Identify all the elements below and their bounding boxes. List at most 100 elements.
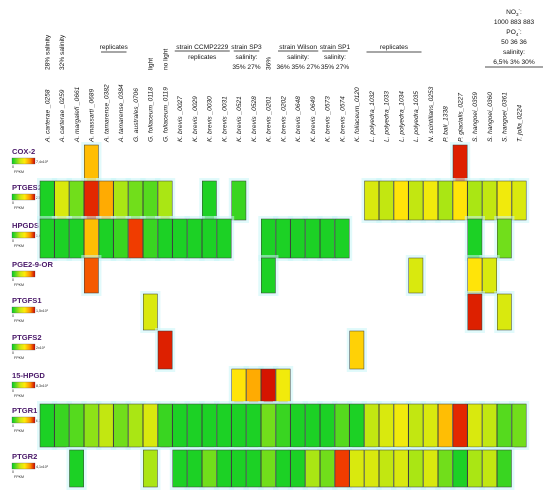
fpkm-scale-bar	[11, 193, 36, 201]
heatmap-cell	[98, 218, 114, 259]
heatmap-cell	[84, 257, 99, 294]
fpkm-scale-bar	[11, 306, 36, 314]
heatmap-cell	[290, 449, 306, 488]
row-label: PTGFS2	[12, 333, 42, 342]
heatmap-cell	[305, 403, 320, 448]
column-label: K. brevis _0649	[310, 96, 317, 142]
heatmap-cell	[275, 368, 291, 403]
heatmap-cell	[452, 144, 468, 183]
column-label: S. hangoei_0359	[472, 92, 479, 142]
heatmap-cell	[497, 218, 512, 259]
heatmap-row: PTGR106,3x10³FPKM	[11, 401, 530, 450]
heatmap-cell	[320, 218, 335, 259]
column-label: A. margalefi _0661	[74, 86, 81, 143]
heatmap-cell	[275, 449, 291, 488]
fpkm-scale-min: 0	[12, 165, 14, 169]
heatmap-cell	[349, 330, 365, 370]
column-label: K. brevis _0574	[339, 96, 346, 142]
heatmap-cell	[497, 293, 512, 331]
fpkm-scale-max: 7,4x10²	[36, 160, 49, 164]
column-label: A. massarti _0689	[89, 89, 96, 143]
heatmap-cell	[172, 218, 188, 259]
heatmap-cell	[482, 403, 497, 448]
heatmap-cell	[452, 449, 468, 488]
column-labels: A. carterae _0258 A. carterae _0259 A. mar…	[44, 84, 523, 143]
heatmap-cell	[187, 218, 202, 259]
heatmap-cell	[467, 257, 483, 294]
fpkm-scale-bar	[11, 343, 36, 351]
heatmap-cell	[69, 403, 84, 448]
heatmap-cell	[54, 403, 70, 448]
heatmap-cell	[261, 368, 276, 403]
column-label: G. australes_0706	[133, 88, 140, 142]
heatmap-cell	[364, 180, 379, 221]
heatmap-row: HPGDS01,6x10³FPKM	[11, 216, 515, 261]
fpkm-scale-min: 0	[12, 424, 14, 428]
fpkm-scale-max: 2x10¹	[36, 346, 46, 350]
nutrient-no3-values: 1000 883 883	[494, 19, 535, 26]
nutrient-po4-values: 50 36 36	[501, 39, 527, 46]
column-label: K. brevis _0029	[192, 96, 199, 142]
column-label: K. brevis _0030	[207, 96, 214, 142]
heatmap-cell	[393, 403, 409, 448]
heatmap-cell	[261, 218, 276, 259]
group-label-rotated: 32% salinity	[59, 34, 66, 70]
column-label: K. brevis _0573	[325, 96, 332, 142]
heatmap-cell	[113, 180, 129, 221]
heatmap-cell	[482, 257, 497, 294]
heatmap-cell	[261, 403, 276, 448]
fpkm-scale-unit: FPKM	[14, 429, 24, 433]
heatmap-cell	[482, 180, 497, 221]
column-label: S. hangoei_0361	[502, 92, 509, 142]
heatmap-cell	[143, 218, 158, 259]
heatmap-cell	[69, 449, 84, 488]
column-label: A. carterae _0258	[44, 89, 51, 143]
heatmap-cell	[497, 449, 512, 488]
heatmap-cell	[157, 180, 173, 221]
heatmap-cell	[216, 449, 232, 488]
heatmap-row: PTGES2023,5x10²FPKM	[11, 178, 530, 223]
row-label: PTGES2	[12, 183, 42, 192]
heatmap-cell	[261, 449, 276, 488]
heatmap-cell	[438, 403, 453, 448]
fpkm-scale-bar	[11, 416, 36, 424]
group-label: strain CCMP2229	[176, 44, 228, 51]
heatmap-cell	[438, 180, 453, 221]
heatmap-cell	[246, 449, 261, 488]
nutrient-salinity-label: salinity:	[503, 49, 525, 56]
fpkm-scale-max: 4,1x10²	[36, 465, 49, 469]
heatmap-cell	[423, 180, 438, 221]
heatmap-cell	[231, 449, 247, 488]
row-label: PTGFS1	[12, 296, 42, 305]
fpkm-scale-unit: FPKM	[14, 170, 24, 174]
heatmap-cell	[438, 449, 453, 488]
fpkm-scale-bar	[11, 462, 36, 470]
column-label: L. polyedra_1034	[398, 91, 405, 142]
column-label: L. polyedra_1032	[369, 91, 376, 142]
heatmap-cell	[467, 218, 483, 259]
heatmap-row: PTGFS2 0 2x10¹ FPKM	[11, 328, 367, 372]
row-label: COX-2	[12, 147, 35, 156]
heatmap-cell	[497, 403, 512, 448]
group-label: salinity:	[324, 54, 346, 61]
group-label: replicates	[188, 54, 217, 61]
column-label: S. hangoei_0360	[487, 92, 494, 142]
column-groups: 28% salinity 32% salinity replicates light n…	[44, 34, 422, 71]
heatmap-cell	[467, 180, 483, 221]
heatmap-cell	[305, 449, 320, 488]
fpkm-scale-min: 0	[12, 314, 14, 318]
heatmap-cell	[423, 449, 438, 488]
fpkm-scale-min: 0	[12, 278, 14, 282]
heatmap-cell	[364, 449, 379, 488]
nutrient-no3-label: NO3-:	[506, 7, 522, 17]
fpkm-scale-bar	[11, 270, 36, 278]
heatmap-row: COX-2 0 7,4x10² FPKM	[11, 142, 471, 185]
heatmap-cell	[231, 368, 247, 403]
heatmap-cell	[379, 449, 394, 488]
column-label: T. jolla_0224	[516, 105, 523, 142]
heatmap-cell	[54, 218, 70, 259]
heatmap-cell	[334, 218, 350, 259]
heatmap-cell	[39, 403, 55, 448]
fpkm-scale-bar	[11, 381, 36, 389]
